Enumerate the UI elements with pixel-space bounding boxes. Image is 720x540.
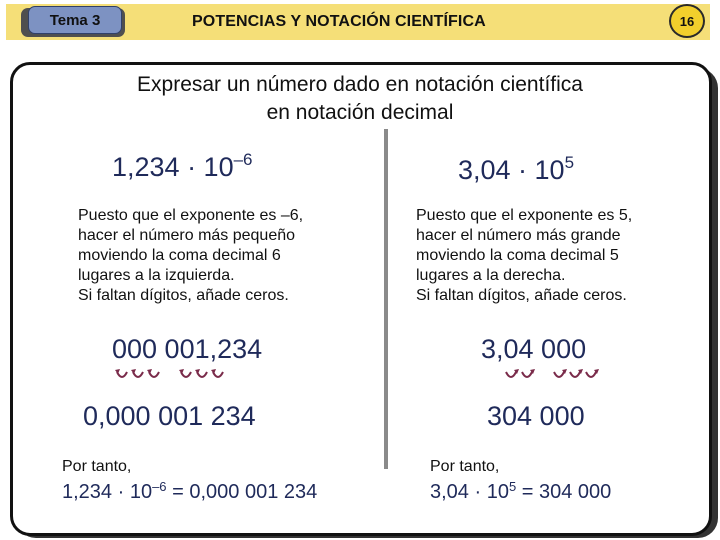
left-result-exponent: –6 <box>152 479 167 494</box>
right-conclusion-label: Por tanto, <box>430 458 500 475</box>
right-expression: 3,04 · 105 <box>458 153 575 186</box>
page-number-badge: 16 <box>669 4 705 38</box>
right-explanation: Puesto que el exponente es 5, hacer el n… <box>416 207 633 304</box>
right-padded-number: 3,04 000 <box>481 334 587 364</box>
shift-arrow <box>553 371 565 378</box>
left-result: 1,234 · 10–6 = 0,000 001 234 <box>62 479 318 504</box>
right-result: 3,04 · 105 = 304 000 <box>430 479 612 504</box>
left-result-base: 1,234 · 10 <box>62 481 153 503</box>
left-exponent: –6 <box>233 150 253 169</box>
right-result-exponent: 5 <box>508 479 517 494</box>
shift-arrow <box>505 371 517 378</box>
left-padded-number: 000 001,234 <box>112 334 263 364</box>
left-mantissa: 1,234 · 10 <box>112 152 234 182</box>
heading-line-1: Expresar un número dado en notación cien… <box>137 73 583 96</box>
left-conclusion-label: Por tanto, <box>62 458 132 475</box>
tema-tab[interactable]: Tema 3 <box>28 6 122 34</box>
right-shift-arrows <box>505 369 599 378</box>
shift-arrow <box>585 371 597 378</box>
shift-arrow <box>521 371 533 378</box>
tema-label: Tema 3 <box>49 11 101 29</box>
page-number: 16 <box>679 13 695 29</box>
left-expression: 1,234 · 10–6 <box>112 150 253 183</box>
column-divider <box>384 129 388 469</box>
left-explanation: Puesto que el exponente es –6, hacer el … <box>78 207 304 304</box>
left-result-tail: = 0,000 001 234 <box>166 481 318 503</box>
heading-line-2: en notación decimal <box>266 101 454 124</box>
right-exponent: 5 <box>564 153 575 172</box>
shift-arrow <box>569 371 581 378</box>
content-card <box>10 62 712 536</box>
right-decimal-number: 304 000 <box>487 401 585 431</box>
right-result-base: 3,04 · 10 <box>430 481 509 503</box>
right-result-tail: = 304 000 <box>516 481 612 503</box>
header-title: POTENCIAS Y NOTACIÓN CIENTÍFICA <box>192 13 486 30</box>
left-shift-arrows <box>115 369 224 378</box>
left-decimal-number: 0,000 001 234 <box>83 401 256 431</box>
right-mantissa: 3,04 · 10 <box>458 155 565 185</box>
